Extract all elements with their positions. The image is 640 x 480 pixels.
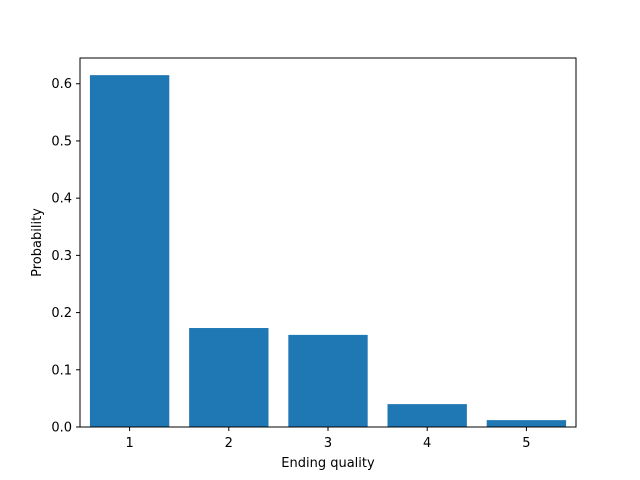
x-tick-label: 5 — [522, 436, 530, 451]
y-tick-label: 0.0 — [51, 421, 72, 436]
plot-frame — [79, 57, 577, 428]
x-tick-label: 2 — [225, 436, 233, 451]
x-axis-label: Ending quality — [281, 456, 375, 471]
y-tick-label: 0.6 — [51, 77, 72, 92]
x-tick-label: 1 — [125, 436, 133, 451]
bar-2 — [189, 328, 269, 427]
x-ticks-group: 1 2 3 4 5 — [125, 427, 531, 451]
bar-3 — [288, 334, 368, 427]
bar-4 — [387, 404, 467, 427]
y-tick-label: 0.1 — [51, 363, 72, 378]
bar-1 — [89, 75, 170, 428]
y-tick-label: 0.2 — [51, 306, 72, 321]
x-tick-label: 3 — [324, 436, 332, 451]
y-tick-label: 0.3 — [51, 249, 72, 264]
y-axis-label: Probability — [30, 208, 45, 277]
bar-5 — [486, 420, 567, 427]
y-tick-label: 0.4 — [51, 192, 72, 207]
x-tick-label: 4 — [423, 436, 431, 451]
y-ticks-group: 0.0 0.1 0.2 0.3 0.4 0.5 0.6 — [51, 77, 80, 436]
y-tick-label: 0.5 — [51, 134, 72, 149]
bars-group — [89, 75, 567, 428]
